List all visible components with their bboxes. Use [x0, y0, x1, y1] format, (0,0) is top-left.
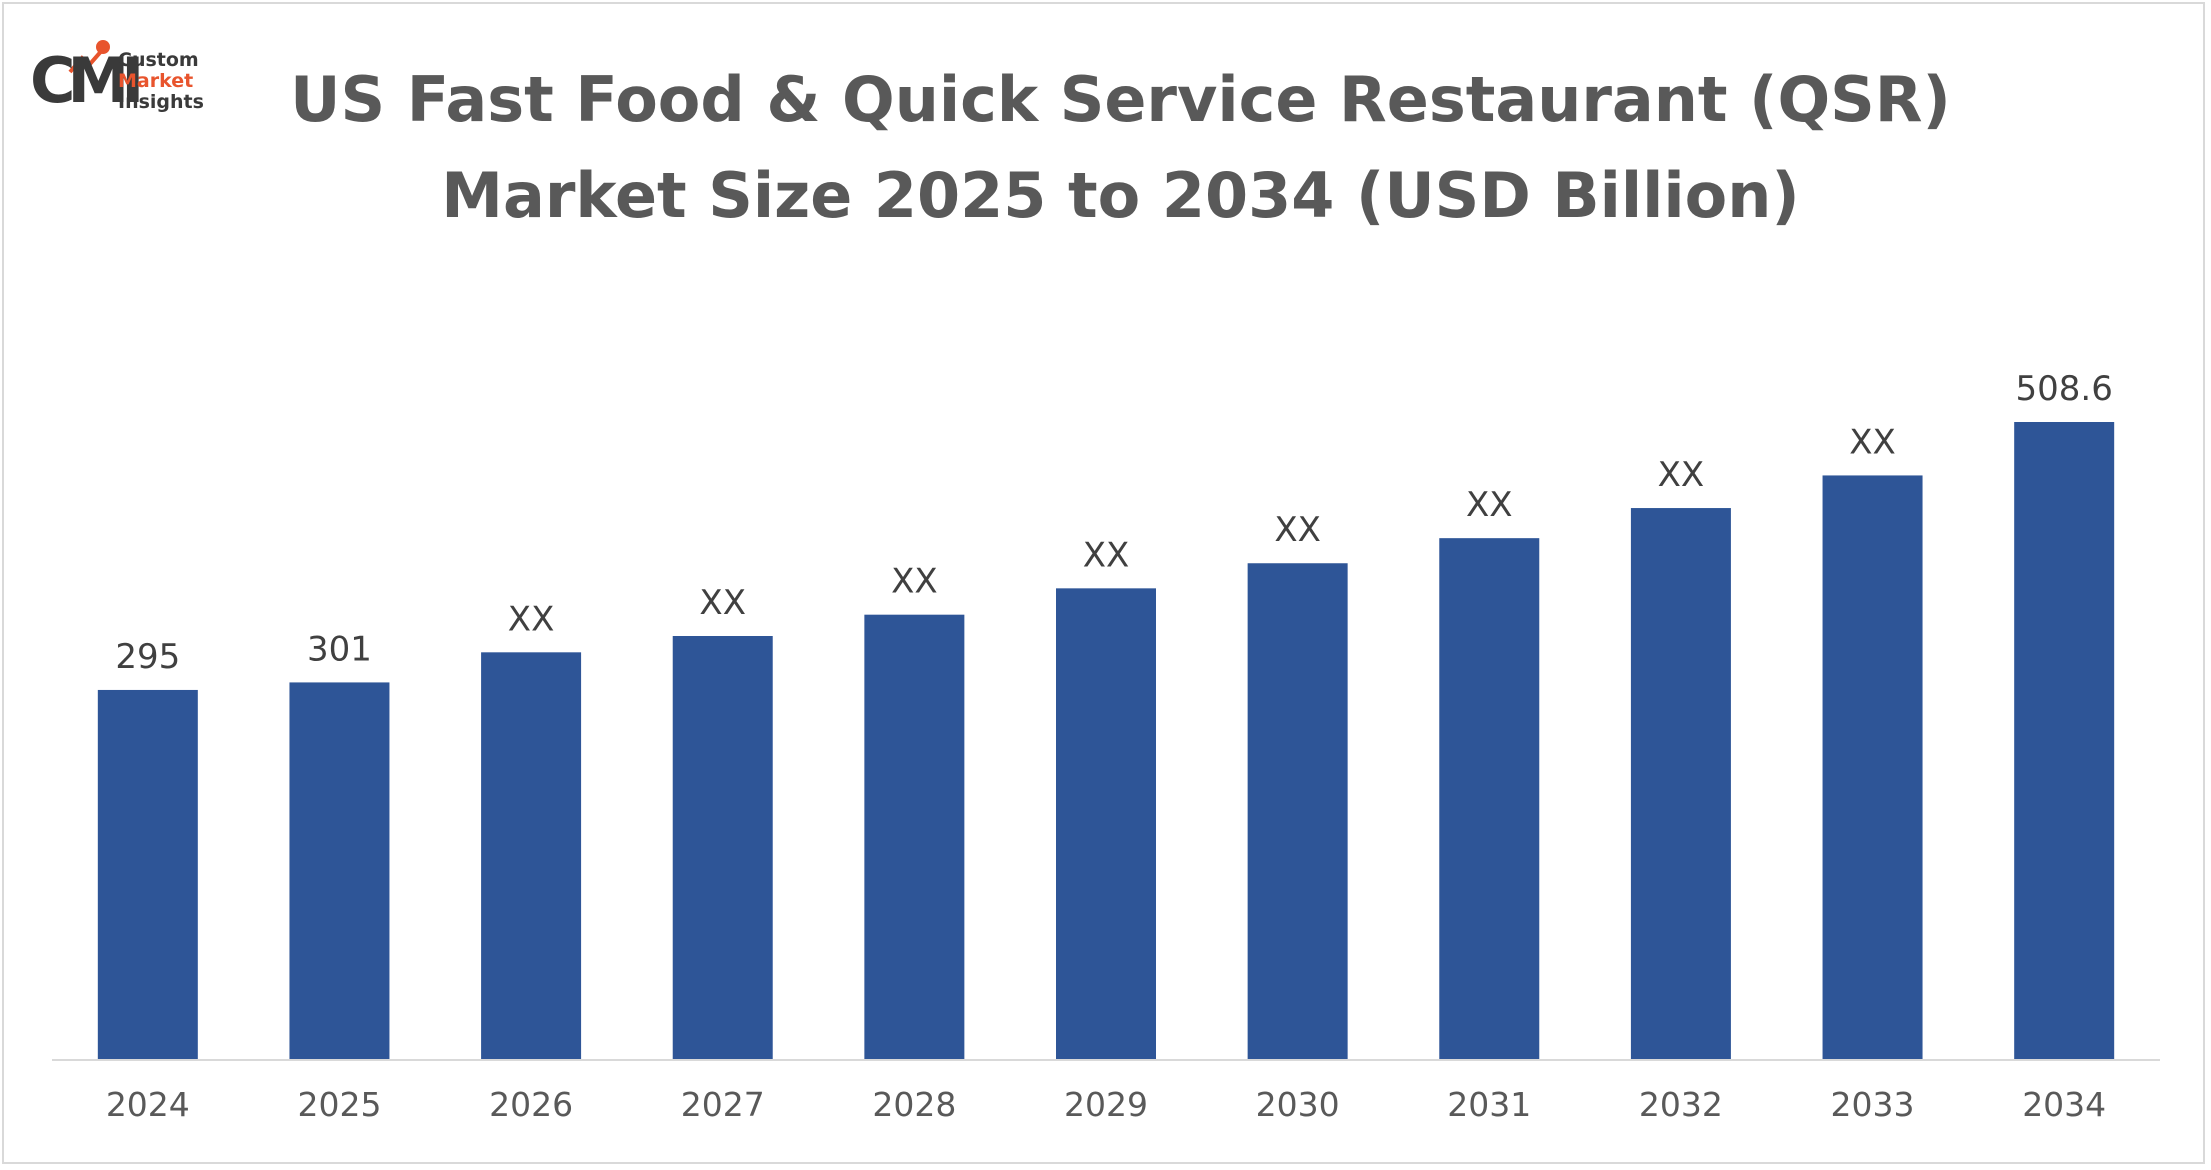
logo-word-insights: Insights	[118, 91, 204, 113]
x-tick-label-2024: 2024	[106, 1085, 190, 1124]
bar-2030	[1247, 563, 1348, 1060]
data-label-2031: XX	[1466, 485, 1513, 525]
bar-2025	[289, 682, 390, 1060]
bar-2024	[97, 689, 198, 1060]
logo-dot-icon	[96, 40, 110, 54]
x-tick-label-2034: 2034	[2022, 1085, 2106, 1124]
x-tick-label-2027: 2027	[681, 1085, 765, 1124]
bar-2032	[1630, 508, 1731, 1060]
logo-wordmark: Custom Market Insights	[118, 50, 204, 113]
chart-subtitle: Market Size 2025 to 2034 (USD Billion)	[441, 159, 1800, 232]
bar-2026	[481, 652, 582, 1060]
data-label-2032: XX	[1658, 455, 1705, 495]
bar-2028	[864, 614, 965, 1060]
chart-title-block: US Fast Food & Quick Service Restaurant …	[0, 52, 2211, 244]
x-tick-label-2025: 2025	[297, 1085, 381, 1124]
data-labels-group: 295 301 XX XX XX XX XX XX XX XX 508.6	[115, 369, 2112, 677]
data-label-2029: XX	[1083, 535, 1130, 575]
data-label-2027: XX	[699, 583, 746, 623]
bar-2027	[672, 636, 773, 1060]
x-tick-label-2031: 2031	[1447, 1085, 1531, 1124]
data-label-2026: XX	[508, 599, 555, 639]
data-label-2030: XX	[1274, 510, 1321, 550]
data-label-2034: 508.6	[2016, 369, 2113, 409]
logo-word-market: Market	[118, 70, 194, 92]
data-label-2028: XX	[891, 562, 938, 602]
logo-swoosh-icon	[68, 46, 106, 74]
chart-title: US Fast Food & Quick Service Restaurant …	[290, 63, 1951, 136]
logo-mark: CMI	[30, 44, 144, 117]
x-tick-label-2030: 2030	[1256, 1085, 1340, 1124]
x-tick-label-2029: 2029	[1064, 1085, 1148, 1124]
x-tick-label-2026: 2026	[489, 1085, 573, 1124]
data-label-2025: 301	[307, 629, 372, 669]
bars-group	[97, 422, 2115, 1060]
company-logo: CMI Custom Market Insights	[30, 38, 220, 123]
bar-2034	[2014, 422, 2115, 1060]
data-label-2024: 295	[115, 637, 180, 677]
x-tick-label-2028: 2028	[872, 1085, 956, 1124]
x-tick-label-2032: 2032	[1639, 1085, 1723, 1124]
x-tick-label-2033: 2033	[1831, 1085, 1915, 1124]
data-label-2033: XX	[1849, 422, 1896, 462]
x-tick-labels-group: 2024 2025 2026 2027 2028 2029 2030 2031 2032 2033…	[106, 1085, 2106, 1124]
bar-2031	[1439, 538, 1540, 1060]
bar-2029	[1056, 588, 1156, 1060]
bar-2033	[1822, 475, 1923, 1060]
logo-word-custom: Custom	[118, 49, 199, 71]
